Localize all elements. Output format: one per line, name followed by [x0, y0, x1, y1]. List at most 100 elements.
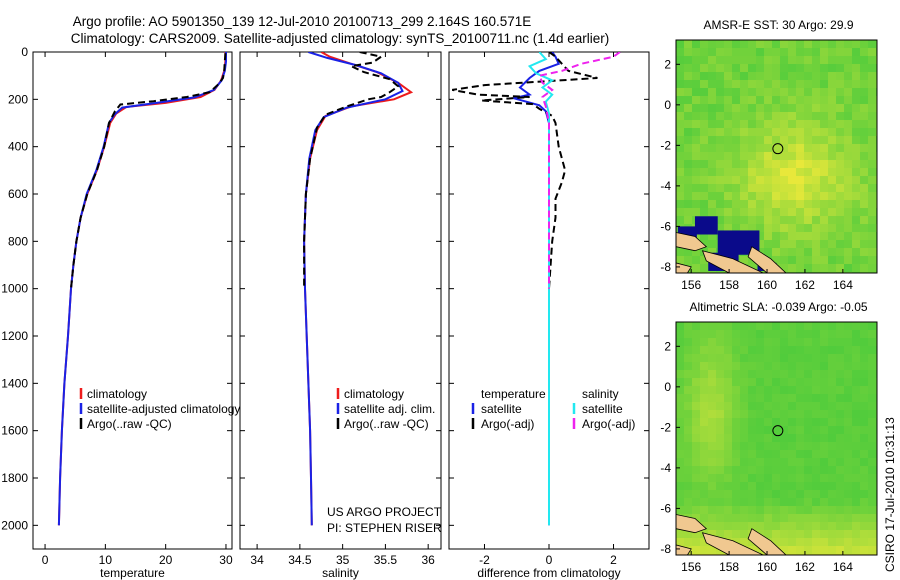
map_sst-cell — [860, 112, 869, 121]
map_sst-cell — [804, 224, 813, 233]
map_sst-cell — [836, 200, 845, 209]
map_sst-cell — [700, 104, 709, 113]
map_sst-cell — [708, 112, 717, 121]
map_sla-cell — [724, 434, 733, 443]
salinity-legend-label: satellite adj. clim. — [344, 402, 435, 416]
map_sla-cell — [796, 434, 805, 443]
map_sla-cell — [708, 330, 717, 339]
map_sla-cell — [820, 530, 829, 539]
map_sst-cell — [772, 208, 781, 217]
map_sst-cell — [836, 72, 845, 81]
map_sla-cell — [676, 434, 685, 443]
map_sla-cell — [796, 530, 805, 539]
map_sla-cell — [676, 370, 685, 379]
map_sst-cell — [820, 184, 829, 193]
map_sla-cell — [828, 386, 837, 395]
map_sla-cell — [724, 514, 733, 523]
map_sst-cell — [708, 240, 717, 249]
map_sla-cell — [828, 506, 837, 515]
map_sla-cell — [788, 466, 797, 475]
map_sla-cell — [844, 474, 853, 483]
map_sla-cell — [676, 322, 685, 331]
map_sla-cell — [812, 338, 821, 347]
map_sst-cell — [844, 232, 853, 241]
map_sst-cell — [844, 256, 853, 265]
map_sst-cell — [748, 96, 757, 105]
map_sla-cell — [868, 442, 877, 451]
map_sla-cell — [836, 530, 845, 539]
map_sla-cell — [764, 490, 773, 499]
map_sla-cell — [868, 370, 877, 379]
map_sst-cell — [764, 56, 773, 65]
map_sla-cell — [740, 466, 749, 475]
map_sla-cell — [684, 330, 693, 339]
map_sst-cell — [700, 120, 709, 129]
map_sst-cell — [828, 88, 837, 97]
map_sla-cell — [788, 338, 797, 347]
map_sla-xtick-label: 160 — [757, 560, 777, 574]
map_sst-cell — [780, 208, 789, 217]
map_sst-cell — [828, 128, 837, 137]
sla-map-panel: Altimetric SLA: -0.039 Argo: -0.05 156 158… — [660, 300, 878, 574]
map_sst-cell — [732, 120, 741, 129]
map_sla-cell — [828, 482, 837, 491]
map_sla-cell — [788, 426, 797, 435]
map_sst-cell — [828, 240, 837, 249]
map_sla-cell — [756, 490, 765, 499]
map_sla-cell — [852, 418, 861, 427]
difference-legend-label: Argo(-adj) — [481, 417, 534, 431]
map_sla-cell — [812, 362, 821, 371]
map_sla-cell — [748, 410, 757, 419]
map_sla-cell — [740, 490, 749, 499]
map_sla-cell — [740, 498, 749, 507]
map_sst-cell — [820, 224, 829, 233]
map_sst-cell — [700, 256, 709, 265]
map_sla-cell — [844, 514, 853, 523]
map_sla-float-marker — [772, 425, 784, 437]
map_sst-cell — [868, 48, 877, 57]
map_sla-cell — [700, 474, 709, 483]
map_sst-cell — [732, 112, 741, 121]
map_sla-cell — [836, 330, 845, 339]
map_sst-cell — [812, 224, 821, 233]
map_sst-cell — [676, 200, 685, 209]
map_sst-cell — [820, 48, 829, 57]
map_sla-cell — [804, 370, 813, 379]
map_sst-cell — [812, 104, 821, 113]
map_sla-cell — [708, 514, 717, 523]
map_sst-cell — [740, 152, 749, 161]
temperature-ytick-label: 600 — [8, 187, 28, 201]
map_sst-cell — [796, 40, 805, 49]
map_sst-cell — [724, 224, 733, 233]
map_sla-cell — [868, 362, 877, 371]
map_sla-cell — [748, 458, 757, 467]
map_sst-cell — [828, 96, 837, 105]
map_sla-cell — [756, 418, 765, 427]
map_sst-cell — [804, 112, 813, 121]
map_sla-cell — [708, 530, 717, 539]
map_sst-cell — [700, 144, 709, 153]
map_sla-cell — [796, 466, 805, 475]
map_sla-cell — [748, 418, 757, 427]
map_sst-cell — [812, 136, 821, 145]
map_sla-cell — [828, 338, 837, 347]
map_sst-cell — [684, 96, 693, 105]
map_sla-cell — [844, 402, 853, 411]
map_sst-cell — [820, 208, 829, 217]
map_sla-cell — [788, 490, 797, 499]
map_sst-cell — [844, 136, 853, 145]
map_sla-cell — [828, 418, 837, 427]
map_sst-cell — [804, 200, 813, 209]
map_sla-cell — [684, 386, 693, 395]
map_sla-cell — [748, 490, 757, 499]
map_sst-ytick-label: 0 — [664, 98, 671, 112]
map_sla-cell — [716, 402, 725, 411]
map_sst-cell — [692, 200, 701, 209]
map_sla-cell — [764, 498, 773, 507]
map_sst-cell — [828, 168, 837, 177]
map_sst-cell — [724, 152, 733, 161]
map_sst-cell — [796, 176, 805, 185]
map_sst-cell — [772, 232, 781, 241]
map_sst-cell — [804, 168, 813, 177]
map_sst-cell — [796, 56, 805, 65]
